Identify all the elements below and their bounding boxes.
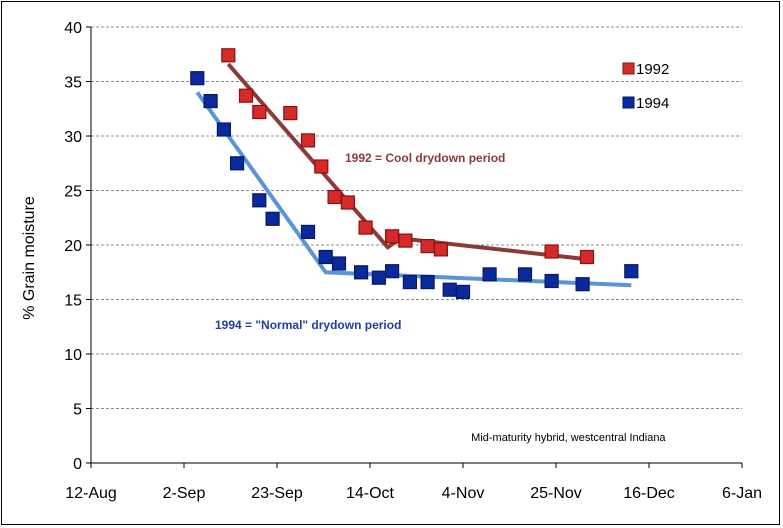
data-point-1994 [455, 284, 471, 299]
data-point-1992 [433, 242, 448, 257]
annotation-1: 1992 = Cool drydown period [345, 151, 505, 165]
data-point-1994 [575, 277, 590, 292]
data-point-1992 [221, 48, 236, 63]
annotation-3: Mid-maturity hybrid, westcentral Indiana [471, 432, 666, 444]
data-point-1994 [402, 275, 417, 290]
legend-label-1994: 1994 [636, 95, 669, 112]
legend: 1992 1994 [622, 61, 669, 112]
data-point-1994 [442, 282, 457, 297]
data-point-1994 [517, 267, 533, 282]
data-point-1994 [544, 273, 559, 289]
data-point-1994 [371, 270, 386, 285]
x-tick-label: 25-Nov [530, 485, 582, 502]
x-tick-label: 23-Sep [251, 485, 303, 502]
data-point-1994 [230, 156, 245, 171]
data-point-1994 [265, 211, 280, 226]
data-point-1994 [482, 267, 497, 282]
y-axis-label: % Grain moisture [21, 196, 38, 320]
y-tick-label: 40 [64, 20, 82, 37]
x-tick-label: 4-Nov [442, 485, 485, 502]
x-tick-label: 2-Sep [163, 485, 206, 502]
data-point-1994 [300, 224, 316, 239]
data-point-1994 [216, 122, 231, 137]
data-point-1992 [579, 249, 595, 265]
y-tick-label: 30 [64, 129, 82, 146]
data-point-1994 [190, 71, 205, 86]
x-tick-label: 14-Oct [346, 485, 395, 502]
data-point-1994 [624, 264, 639, 279]
data-point-1994 [420, 275, 435, 290]
y-tick-label: 35 [64, 75, 82, 92]
y-tick-label: 25 [64, 184, 82, 201]
x-tick-label: 12-Aug [65, 485, 117, 502]
data-point-1992 [314, 159, 329, 174]
data-point-1992 [340, 195, 355, 210]
trend-lines [195, 62, 632, 288]
data-point-1992 [283, 105, 298, 121]
x-tick-label: 16-Dec [623, 485, 675, 502]
data-point-1992 [252, 104, 267, 120]
data-point-1992 [544, 244, 559, 259]
y-tick-label: 20 [64, 238, 82, 255]
x-tick-label: 6-Jan [722, 485, 762, 502]
data-point-1992 [358, 220, 373, 235]
legend-label-1992: 1992 [636, 61, 669, 78]
legend-swatch-1992 [622, 62, 635, 75]
y-tick-label: 15 [64, 293, 82, 310]
data-point-1992 [385, 229, 400, 244]
data-point-1994 [331, 256, 347, 271]
data-point-1992 [327, 189, 342, 205]
annotations: 1992 = Cool drydown period 1994 = "Normal… [215, 151, 666, 444]
data-point-1994 [385, 264, 400, 279]
data-point-1994 [252, 193, 267, 208]
annotation-2: 1994 = "Normal" drydown period [215, 318, 401, 332]
y-tick-label: 5 [73, 402, 82, 419]
data-point-1994 [203, 93, 218, 109]
grid-lines [91, 26, 742, 409]
axes [86, 26, 743, 468]
tick-labels: 0 5 10 15 20 25 30 35 40 12-Aug 2-Sep 23-Sep 14-Oct 4… [64, 20, 762, 502]
legend-swatch-1994 [622, 96, 635, 109]
data-point-1992 [300, 133, 316, 148]
data-point-1994 [354, 265, 369, 280]
data-point-1992 [398, 233, 413, 248]
data-point-1994 [318, 249, 333, 265]
data-point-1992 [238, 88, 254, 103]
data-points [190, 48, 639, 299]
y-tick-label: 10 [64, 347, 82, 364]
y-tick-label: 0 [73, 456, 82, 473]
data-point-1992 [420, 239, 435, 254]
